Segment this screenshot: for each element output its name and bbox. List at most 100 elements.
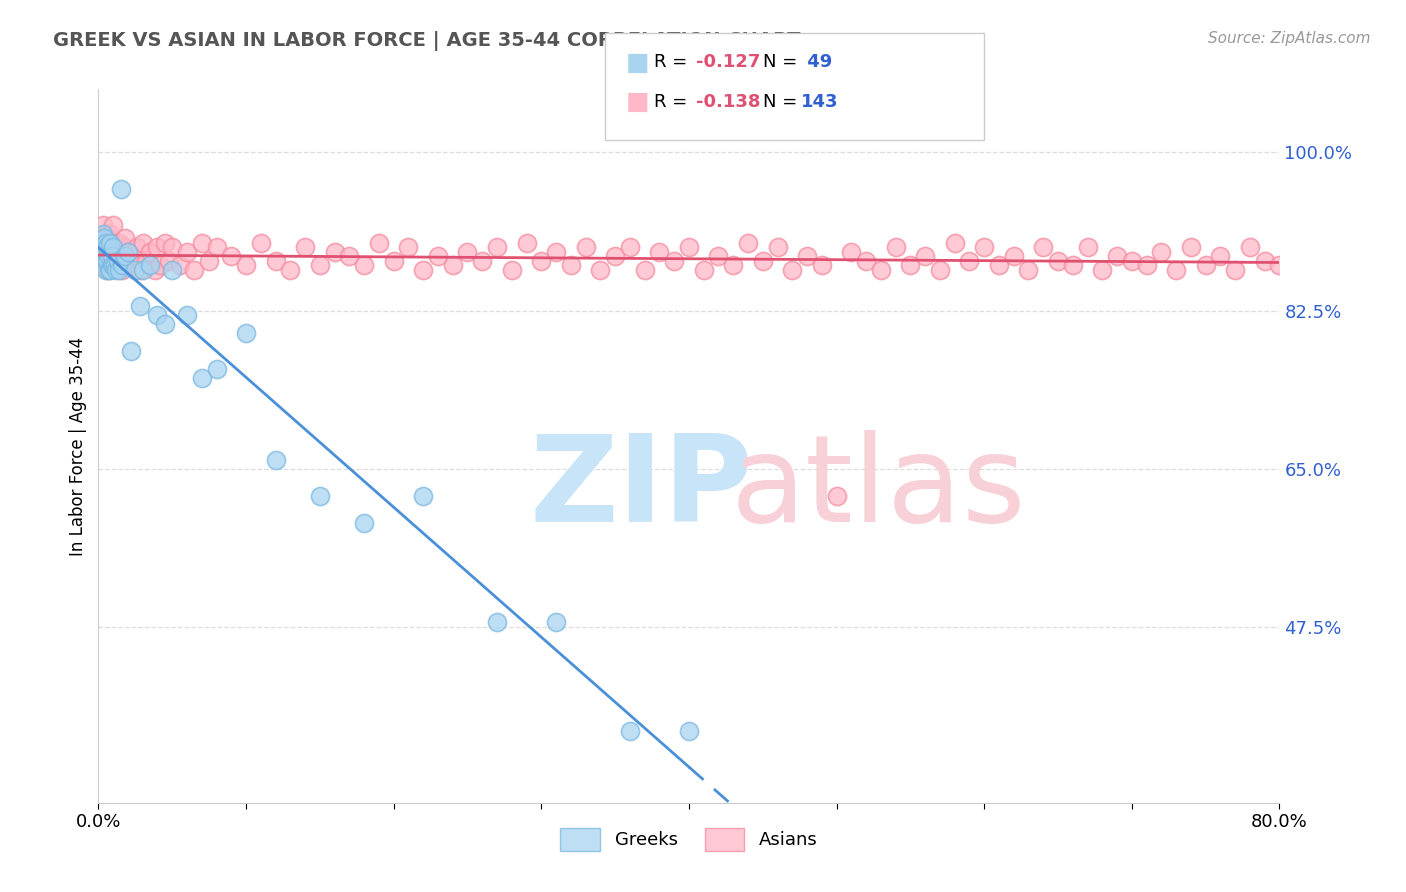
Point: [120, 249, 142, 263]
Point: [250, 235, 273, 250]
Point: [97, 263, 120, 277]
Text: R =: R =: [654, 93, 693, 111]
Point: [605, 249, 627, 263]
Point: [1327, 240, 1350, 254]
Text: 49: 49: [801, 54, 832, 71]
Point: [1313, 258, 1336, 272]
Point: [914, 249, 936, 263]
Point: [1180, 240, 1202, 254]
Point: [153, 235, 176, 250]
Point: [157, 253, 180, 268]
Point: [105, 240, 128, 254]
Point: [309, 489, 332, 503]
Point: [1225, 263, 1247, 277]
Point: [1062, 258, 1084, 272]
Point: [115, 258, 138, 272]
Point: [91, 227, 114, 241]
Point: [98, 235, 121, 250]
Point: [114, 249, 136, 263]
Point: [128, 299, 150, 313]
Point: [125, 240, 148, 254]
Point: [737, 235, 759, 250]
Point: [205, 240, 228, 254]
Point: [825, 489, 848, 503]
Point: [153, 317, 176, 331]
Point: [1107, 249, 1129, 263]
Point: [752, 253, 775, 268]
Point: [143, 263, 166, 277]
Point: [589, 263, 612, 277]
Point: [1357, 253, 1379, 268]
Point: [114, 231, 136, 245]
Text: N =: N =: [763, 93, 803, 111]
Point: [796, 249, 818, 263]
Point: [841, 244, 863, 259]
Point: [486, 615, 509, 629]
Point: [235, 326, 257, 340]
Point: [191, 235, 214, 250]
Point: [149, 258, 172, 272]
Point: [98, 227, 121, 241]
Text: atlas: atlas: [730, 430, 1026, 548]
Text: ■: ■: [626, 90, 650, 113]
Point: [93, 231, 115, 245]
Point: [100, 258, 122, 272]
Point: [89, 240, 111, 254]
Point: [516, 235, 538, 250]
Point: [117, 244, 139, 259]
Point: [91, 253, 114, 268]
Point: [94, 244, 117, 259]
Point: [929, 263, 952, 277]
Point: [94, 249, 117, 263]
Point: [96, 240, 118, 254]
Point: [988, 258, 1011, 272]
Point: [1254, 253, 1277, 268]
Text: N =: N =: [763, 54, 803, 71]
Point: [94, 235, 117, 250]
Point: [132, 263, 155, 277]
Point: [560, 258, 582, 272]
Point: [162, 263, 183, 277]
Point: [1268, 258, 1291, 272]
Point: [191, 371, 214, 385]
Point: [1386, 249, 1406, 263]
Point: [124, 263, 146, 277]
Point: [264, 253, 287, 268]
Point: [104, 258, 127, 272]
Point: [664, 253, 686, 268]
Point: [183, 263, 205, 277]
Point: [1298, 249, 1320, 263]
Point: [1136, 258, 1159, 272]
Point: [264, 452, 287, 467]
Point: [108, 263, 131, 277]
Point: [96, 263, 118, 277]
Point: [110, 249, 132, 263]
Point: [146, 240, 169, 254]
Point: [91, 244, 114, 259]
Point: [1239, 240, 1261, 254]
Point: [100, 249, 122, 263]
Point: [471, 253, 494, 268]
Point: [723, 258, 745, 272]
Point: [135, 253, 157, 268]
Point: [884, 240, 907, 254]
Point: [1402, 258, 1406, 272]
Text: Source: ZipAtlas.com: Source: ZipAtlas.com: [1208, 31, 1371, 46]
Point: [221, 249, 243, 263]
Point: [294, 240, 316, 254]
Text: GREEK VS ASIAN IN LABOR FORCE | AGE 35-44 CORRELATION CHART: GREEK VS ASIAN IN LABOR FORCE | AGE 35-4…: [53, 31, 801, 51]
Point: [128, 263, 150, 277]
Point: [441, 258, 464, 272]
Point: [120, 344, 142, 359]
Point: [1077, 240, 1099, 254]
Point: [97, 253, 120, 268]
Point: [870, 263, 893, 277]
Point: [89, 240, 111, 254]
Point: [94, 263, 117, 277]
Point: [634, 263, 657, 277]
Point: [90, 235, 112, 250]
Point: [103, 240, 125, 254]
Point: [176, 244, 198, 259]
Point: [108, 235, 131, 250]
Point: [100, 258, 122, 272]
